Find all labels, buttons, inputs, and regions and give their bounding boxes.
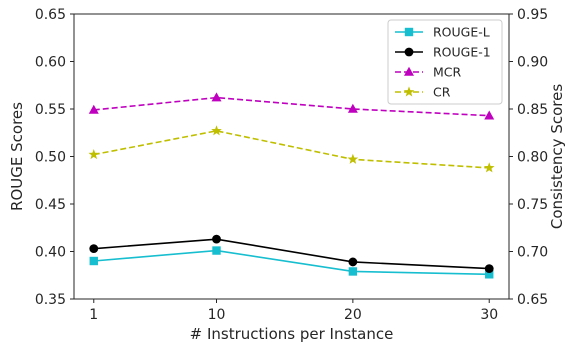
x-axis-label: # Instructions per Instance xyxy=(190,325,394,342)
series-line-rouge-l xyxy=(93,249,490,276)
legend-label: ROUGE-L xyxy=(433,25,490,40)
x-tick-label: 10 xyxy=(208,307,226,323)
legend-label: CR xyxy=(433,85,451,100)
y-right-tick-label: 0.80 xyxy=(517,150,548,166)
legend-marker xyxy=(404,47,414,57)
legend: ROUGE-L ROUGE-1 MCR CR xyxy=(387,19,503,105)
legend-marker xyxy=(403,86,415,97)
y-right-tick-label: 0.85 xyxy=(517,102,548,118)
y-right-tick-label: 0.65 xyxy=(517,292,548,308)
legend-label: ROUGE-1 xyxy=(433,45,491,60)
data-point-cr-0 xyxy=(88,149,100,160)
y-right-tick-label: 0.90 xyxy=(517,55,548,71)
series-line-cr xyxy=(93,130,490,169)
data-point-mcr-3 xyxy=(484,110,495,120)
data-point-rouge-l-0 xyxy=(89,256,98,266)
data-point-rouge-1-2 xyxy=(348,257,358,267)
series-cr xyxy=(88,125,495,173)
series-rouge-l xyxy=(89,246,494,279)
legend-box xyxy=(387,19,503,105)
data-point-rouge-1-1 xyxy=(212,234,221,244)
x-tick-label: 30 xyxy=(480,307,498,323)
y-left-tick-label: 0.35 xyxy=(35,292,66,308)
data-point-rouge-l-3 xyxy=(485,270,494,279)
data-point-rouge-l-2 xyxy=(348,267,358,276)
y-left-tick-label: 0.55 xyxy=(35,102,66,118)
y-left-tick-label: 0.65 xyxy=(35,7,66,23)
axes: 1 10 20 30 0.35 0.40 0.45 0.50 0.55 0.60 0.65 0.65 0… xyxy=(8,7,566,342)
legend-marker xyxy=(404,27,414,37)
data-point-cr-1 xyxy=(211,125,222,136)
data-point-rouge-l-1 xyxy=(212,246,221,255)
data-point-cr-2 xyxy=(347,153,359,164)
series-layer xyxy=(88,92,495,279)
legend-entry-rouge-l: ROUGE-L xyxy=(395,25,490,40)
y-left-tick-label: 0.40 xyxy=(35,245,66,261)
y-left-tick-label: 0.60 xyxy=(35,55,66,71)
data-point-mcr-2 xyxy=(347,103,358,113)
legend-entry-cr: CR xyxy=(395,85,451,100)
legend-entry-rouge-1: ROUGE-1 xyxy=(395,45,491,60)
x-tick-label: 20 xyxy=(344,307,362,323)
series-line-mcr xyxy=(93,96,490,117)
y-left-axis-label: ROUGE Scores xyxy=(8,102,26,211)
y-right-tick-label: 0.70 xyxy=(517,245,548,261)
legend-marker xyxy=(404,66,414,76)
legend-label: MCR xyxy=(433,65,462,80)
legend-entry-mcr: MCR xyxy=(395,65,462,80)
y-right-axis-label: Consistency Scores xyxy=(548,84,566,229)
series-mcr xyxy=(88,92,495,120)
data-point-mcr-1 xyxy=(211,92,222,102)
data-point-cr-3 xyxy=(483,162,495,173)
y-right-tick-label: 0.95 xyxy=(517,7,548,23)
data-point-rouge-1-0 xyxy=(89,244,99,254)
y-left-tick-label: 0.45 xyxy=(35,197,66,213)
series-rouge-1 xyxy=(89,234,494,273)
series-line-rouge-1 xyxy=(93,238,490,270)
data-point-rouge-1-3 xyxy=(484,264,494,273)
data-point-mcr-0 xyxy=(88,104,99,114)
y-right-tick-label: 0.75 xyxy=(517,197,548,213)
y-left-tick-label: 0.50 xyxy=(35,150,66,166)
x-tick-label: 1 xyxy=(89,307,98,323)
